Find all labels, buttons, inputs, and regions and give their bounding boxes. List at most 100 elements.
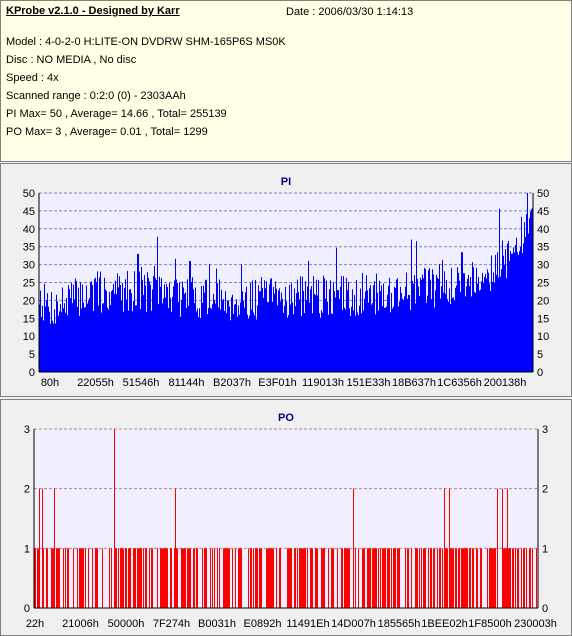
po-bar	[303, 548, 304, 608]
po-bar	[452, 548, 453, 608]
po-bar	[114, 429, 115, 608]
pi-bar	[62, 287, 63, 372]
po-bar	[65, 548, 66, 608]
pi-bar	[418, 286, 419, 372]
po-bars	[34, 429, 537, 608]
pi-bar	[340, 286, 341, 372]
po-bar	[428, 548, 429, 608]
po-bar	[456, 548, 457, 608]
pi-bar	[436, 274, 437, 372]
po-bar	[388, 548, 389, 608]
po-bar	[451, 548, 452, 608]
po-bar	[223, 548, 224, 608]
pi-bar	[411, 239, 412, 372]
po-bar	[126, 548, 127, 608]
pi-bar	[506, 278, 507, 372]
po-bar	[297, 548, 298, 608]
pi-bar	[376, 273, 377, 372]
pi-bar	[88, 300, 89, 372]
po-bar	[492, 548, 493, 608]
po-bar	[505, 548, 506, 608]
pi-bar	[199, 308, 200, 372]
pi-bar	[245, 292, 246, 372]
pi-bar	[149, 281, 150, 372]
po-bar	[391, 548, 392, 608]
pi-bar	[49, 311, 50, 372]
po-bar	[137, 548, 138, 608]
pi-bar	[139, 271, 140, 372]
po-bar	[405, 548, 406, 608]
pi-bar	[208, 307, 209, 372]
pi-bar	[358, 315, 359, 372]
po-bar	[473, 548, 474, 608]
pi-bar	[404, 296, 405, 372]
pi-bar	[152, 289, 153, 372]
po-bar	[134, 548, 135, 608]
y-tick-label: 0	[24, 603, 30, 615]
po-bar	[530, 548, 531, 608]
po-bar	[370, 548, 371, 608]
pi-bar	[267, 302, 268, 372]
po-bar	[224, 548, 225, 608]
pi-bar	[380, 291, 381, 372]
pi-bar	[342, 309, 343, 372]
pi-bar	[288, 315, 289, 372]
pi-bar	[485, 273, 486, 372]
po-bar	[493, 548, 494, 608]
pi-bar	[114, 293, 115, 372]
po-bar	[85, 548, 86, 608]
pi-bar	[258, 285, 259, 372]
pi-bar	[246, 286, 247, 372]
pi-bar	[427, 295, 428, 372]
pi-bar	[231, 297, 232, 372]
pi-bar	[79, 315, 80, 372]
pi-bar	[119, 276, 120, 372]
po-bar	[46, 548, 47, 608]
pi-bar	[333, 282, 334, 372]
y-tick-label-right: 30	[537, 260, 549, 272]
pi-bar	[498, 277, 499, 372]
pi-bar	[395, 288, 396, 372]
pi-bar	[344, 307, 345, 372]
po-bar	[504, 548, 505, 608]
po-bar	[465, 548, 466, 608]
pi-bar	[357, 312, 358, 372]
po-bar	[408, 548, 409, 608]
x-tick-label: 22055h	[77, 377, 114, 389]
pi-bar	[441, 286, 442, 372]
pi-bar	[375, 314, 376, 372]
po-bar	[411, 548, 412, 608]
po-bar	[477, 548, 478, 608]
pi-bar	[234, 304, 235, 372]
pi-bar	[42, 305, 43, 372]
pi-bar	[160, 286, 161, 372]
po-bar	[166, 548, 167, 608]
pi-bar	[277, 305, 278, 372]
y-tick-label-right: 15	[537, 313, 549, 325]
pi-bar	[393, 306, 394, 372]
po-bar	[397, 548, 398, 608]
po-bar	[515, 548, 516, 608]
pi-bar	[58, 315, 59, 372]
pi-bar	[438, 278, 439, 372]
pi-bar	[202, 302, 203, 372]
pi-bar	[349, 308, 350, 372]
pi-bar	[326, 280, 327, 372]
po-bar	[368, 548, 369, 608]
pi-bar	[159, 276, 160, 372]
pi-bar	[178, 301, 179, 372]
pi-bar	[318, 279, 319, 372]
po-bar	[444, 488, 445, 608]
pi-bar	[87, 303, 88, 372]
po-bar	[434, 548, 435, 608]
pi-bar	[94, 278, 95, 372]
pi-bar	[456, 285, 457, 372]
pi-bar	[76, 281, 77, 372]
po-bar	[424, 548, 425, 608]
chart-title: PO	[278, 412, 294, 424]
po-bar	[165, 548, 166, 608]
pi-bar	[509, 261, 510, 372]
pi-bar	[408, 294, 409, 372]
pi-bar	[455, 287, 456, 372]
pi-bar	[335, 297, 336, 372]
